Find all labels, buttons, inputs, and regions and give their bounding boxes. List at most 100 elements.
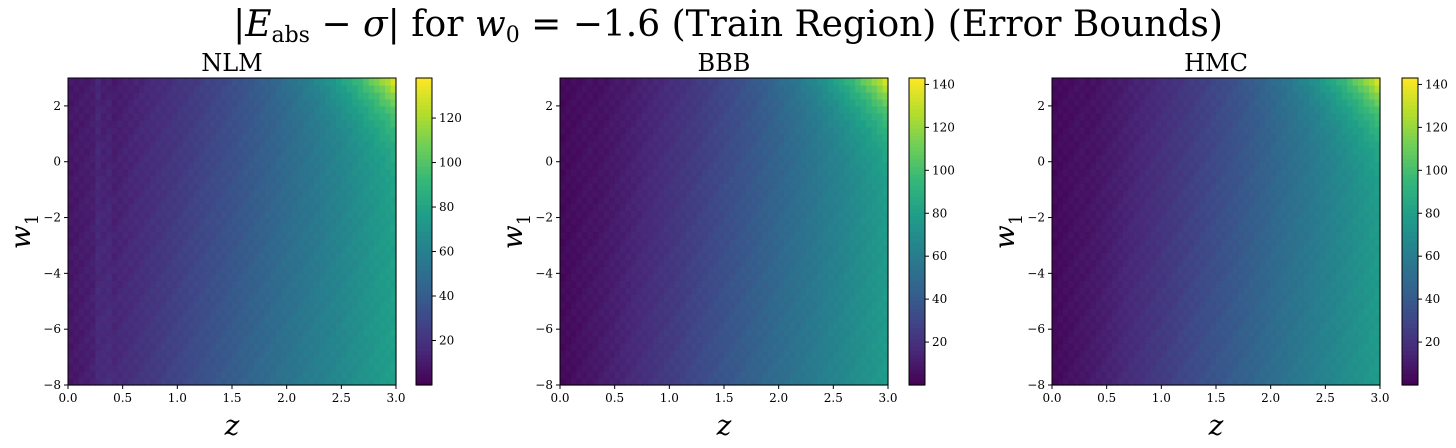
heatmap-cell [647,175,654,184]
heatmap-cell [199,126,206,135]
heatmap-cell [576,322,583,330]
heatmap-cell [385,329,392,337]
heatmap-cell [352,378,359,386]
heatmap-cell [636,350,643,358]
heatmap-cell [827,196,834,205]
heatmap-cell [652,203,659,212]
heatmap-cell [95,357,102,365]
heatmap-cell [117,357,124,365]
heatmap-cell [592,105,599,114]
heatmap-cell [171,294,178,302]
heatmap-cell [603,315,610,323]
heatmap-cell [570,280,577,288]
heatmap-cell [188,315,195,323]
heatmap-cell [822,343,829,351]
heatmap-cell [117,175,124,184]
heatmap-cell [822,287,829,295]
heatmap-cell [335,217,342,226]
heatmap-cell [576,308,583,316]
heatmap-cell [773,287,780,295]
heatmap-cell [718,147,725,156]
heatmap-cell [308,315,315,323]
heatmap-cell [275,231,282,240]
heatmap-cell [713,343,720,351]
heatmap-cell [111,308,118,316]
heatmap-cell [363,119,370,128]
heatmap-cell [139,105,146,114]
heatmap-cell [106,217,113,226]
heatmap-cell [713,189,720,198]
heatmap-cell [242,273,249,281]
heatmap-cell [724,245,731,254]
heatmap-cell [625,91,632,100]
heatmap-cell [696,161,703,170]
heatmap-cell [215,175,222,184]
heatmap-cell [204,273,211,281]
heatmap-cell [368,336,375,344]
heatmap-cell [581,287,588,295]
heatmap-cell [729,189,736,198]
heatmap-cell [745,217,752,226]
heatmap-cell [718,364,725,372]
heatmap-cell [308,259,315,267]
heatmap-cell [106,168,113,177]
colorbar-segment [416,101,432,106]
heatmap-cell [160,273,167,281]
heatmap-cell [275,161,282,170]
heatmap-cell [199,364,206,372]
heatmap-cell [352,357,359,365]
heatmap-cell [122,161,129,170]
heatmap-cell [106,224,113,233]
heatmap-cell [117,84,124,93]
heatmap-cell [795,98,802,107]
heatmap-cell [614,196,621,205]
heatmap-cell [784,168,791,177]
heatmap-cell [199,231,206,240]
heatmap-cell [565,105,572,114]
colorbar-segment [416,189,432,194]
heatmap-cell [647,371,654,379]
heatmap-cell [160,105,167,114]
heatmap-cell [778,112,785,121]
heatmap-cell [128,259,135,267]
heatmap-cell [232,329,239,337]
heatmap-cell [740,140,747,149]
heatmap-cell [773,245,780,254]
heatmap-cell [324,140,331,149]
heatmap-cell [663,308,670,316]
heatmap-cell [751,140,758,149]
heatmap-cell [330,189,337,198]
heatmap-cell [297,364,304,372]
heatmap-cell [193,350,200,358]
heatmap-cell [379,343,386,351]
heatmap-cell [346,78,353,86]
heatmap-cell [767,350,774,358]
heatmap-cell [242,168,249,177]
heatmap-cell [745,245,752,254]
heatmap-cell [275,91,282,100]
heatmap-cell [155,301,162,309]
heatmap-cell [827,140,834,149]
heatmap-cell [647,301,654,309]
heatmap-cell [204,280,211,288]
heatmap-cell [740,78,747,86]
heatmap-cell [740,182,747,191]
heatmap-cell [166,161,173,170]
heatmap-cell [117,182,124,191]
heatmap-cell [691,126,698,135]
colorbar-segment [416,120,432,125]
heatmap-cell [729,245,736,254]
heatmap-cell [379,231,386,240]
heatmap-cell [150,329,157,337]
heatmap-cell [155,91,162,100]
heatmap-cell [346,203,353,212]
heatmap-cell [335,364,342,372]
heatmap-cell [199,301,206,309]
heatmap-cell [319,168,326,177]
heatmap-cell [385,301,392,309]
heatmap-cell [390,329,397,337]
heatmap-cell [346,245,353,254]
heatmap-cell [674,224,681,233]
heatmap-cell [182,301,189,309]
heatmap-cell [620,175,627,184]
